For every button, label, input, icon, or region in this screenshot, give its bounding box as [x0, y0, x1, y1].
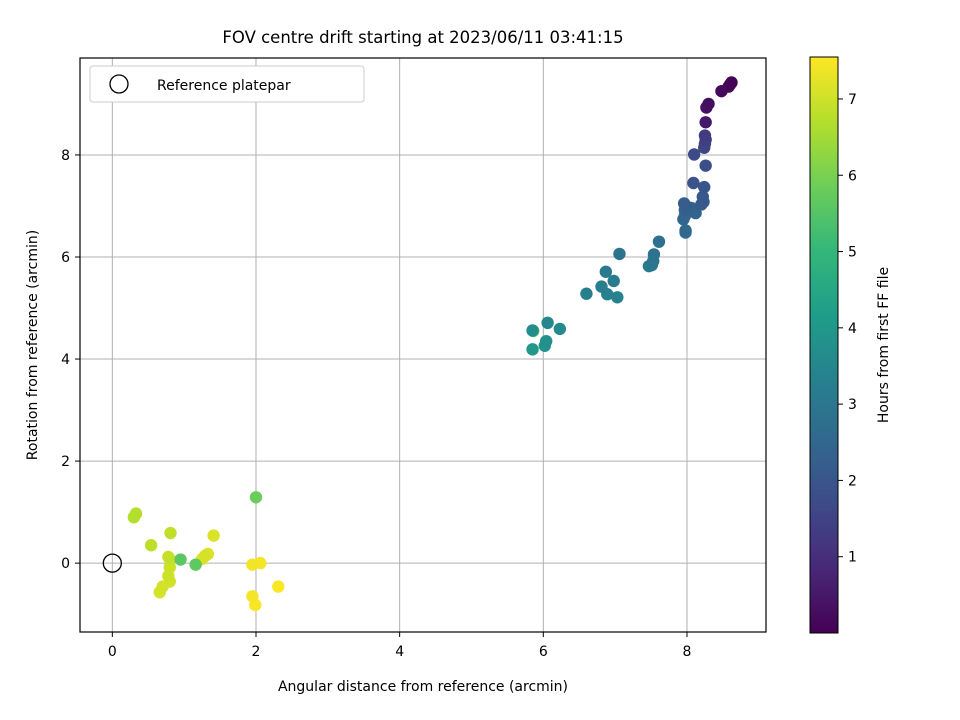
- legend-box: [89, 65, 365, 103]
- legend[interactable]: Reference platepar: [89, 65, 365, 103]
- colorbar-tick-label: 4: [848, 321, 857, 337]
- colorbar-tick-label: 6: [848, 168, 857, 184]
- y-axis-label: Rotation from reference (arcmin): [25, 230, 41, 460]
- scatter-point: [144, 539, 158, 552]
- colorbar-label: Hours from first FF file: [876, 267, 892, 423]
- y-tick-label: 6: [61, 250, 70, 266]
- scatter-point: [725, 76, 738, 89]
- y-tick-label: 0: [61, 556, 70, 572]
- scatter-point: [607, 274, 620, 288]
- scatter-point: [162, 569, 175, 583]
- scatter-point: [164, 526, 177, 540]
- reference-layer: [102, 553, 122, 573]
- x-axis-label: Angular distance from reference (arcmin): [278, 679, 568, 695]
- scatter-point: [526, 343, 539, 356]
- plot-background: [80, 58, 766, 632]
- scatter-point: [677, 197, 691, 210]
- scatter-point: [687, 176, 700, 190]
- colorbar-tick-label: 7: [848, 92, 857, 108]
- x-tick-label: 2: [252, 644, 261, 660]
- scatter-point: [207, 529, 220, 542]
- scatter-point: [702, 97, 715, 111]
- scatter-point: [249, 491, 263, 504]
- colorbar-ticks: 1 2 3 4 5 6 7: [838, 92, 857, 566]
- y-tick-label: 8: [61, 148, 70, 164]
- scatter-point: [156, 580, 169, 593]
- scatter-point: [272, 580, 285, 593]
- scatter-point: [127, 511, 141, 524]
- scatter-point: [698, 129, 712, 142]
- x-tick-label: 6: [539, 644, 548, 660]
- plot-frame: [79, 57, 767, 633]
- reference-platepar-marker: [102, 553, 122, 573]
- scatter-point: [699, 116, 712, 129]
- legend-marker-reference: [109, 74, 129, 94]
- scatter-point: [652, 235, 666, 248]
- colorbar-tick-label: 5: [848, 245, 857, 261]
- scatter-point: [613, 247, 626, 261]
- scatter-point: [647, 248, 661, 261]
- scatter-point: [599, 265, 613, 278]
- scatter-point: [189, 558, 202, 571]
- scatter-point: [611, 291, 624, 304]
- y-tick-label: 4: [61, 352, 70, 368]
- colorbar: 1 2 3 4 5 6 7: [809, 56, 857, 634]
- colorbar-tick-label: 3: [848, 397, 857, 413]
- x-axis-ticks: 0 2 4 6 8: [108, 632, 692, 660]
- plot-area: 0 2 4 6 8 0 2 4 6 8: [61, 57, 767, 660]
- scatter-point: [698, 180, 711, 194]
- y-tick-label: 2: [61, 454, 70, 470]
- scatter-point: [198, 549, 212, 563]
- chart-title: FOV centre drift starting at 2023/06/11 …: [222, 28, 623, 47]
- scatter-point: [687, 148, 701, 161]
- scatter-point: [174, 553, 187, 566]
- scatter-point: [541, 316, 554, 330]
- x-tick-label: 4: [395, 644, 404, 660]
- scatter-point: [526, 324, 539, 337]
- legend-label-reference: Reference platepar: [157, 78, 291, 94]
- x-tick-label: 0: [108, 644, 117, 660]
- scatter-point: [699, 159, 712, 172]
- scatter-point: [679, 224, 692, 237]
- scatter-point: [580, 287, 593, 300]
- colorbar-tick-label: 2: [848, 473, 857, 489]
- scatter-point: [246, 558, 259, 571]
- scatter-point: [246, 590, 259, 603]
- scatter-point: [553, 322, 567, 336]
- y-axis-ticks: 0 2 4 6 8: [61, 148, 80, 572]
- x-tick-label: 8: [683, 644, 692, 660]
- scatter-point: [162, 550, 175, 564]
- points-layer: [127, 76, 738, 612]
- scatter-point: [539, 334, 553, 348]
- colorbar-gradient: [809, 56, 839, 634]
- scatter-point: [696, 190, 709, 203]
- colorbar-tick-label: 1: [848, 550, 857, 566]
- scatter-point: [595, 280, 608, 293]
